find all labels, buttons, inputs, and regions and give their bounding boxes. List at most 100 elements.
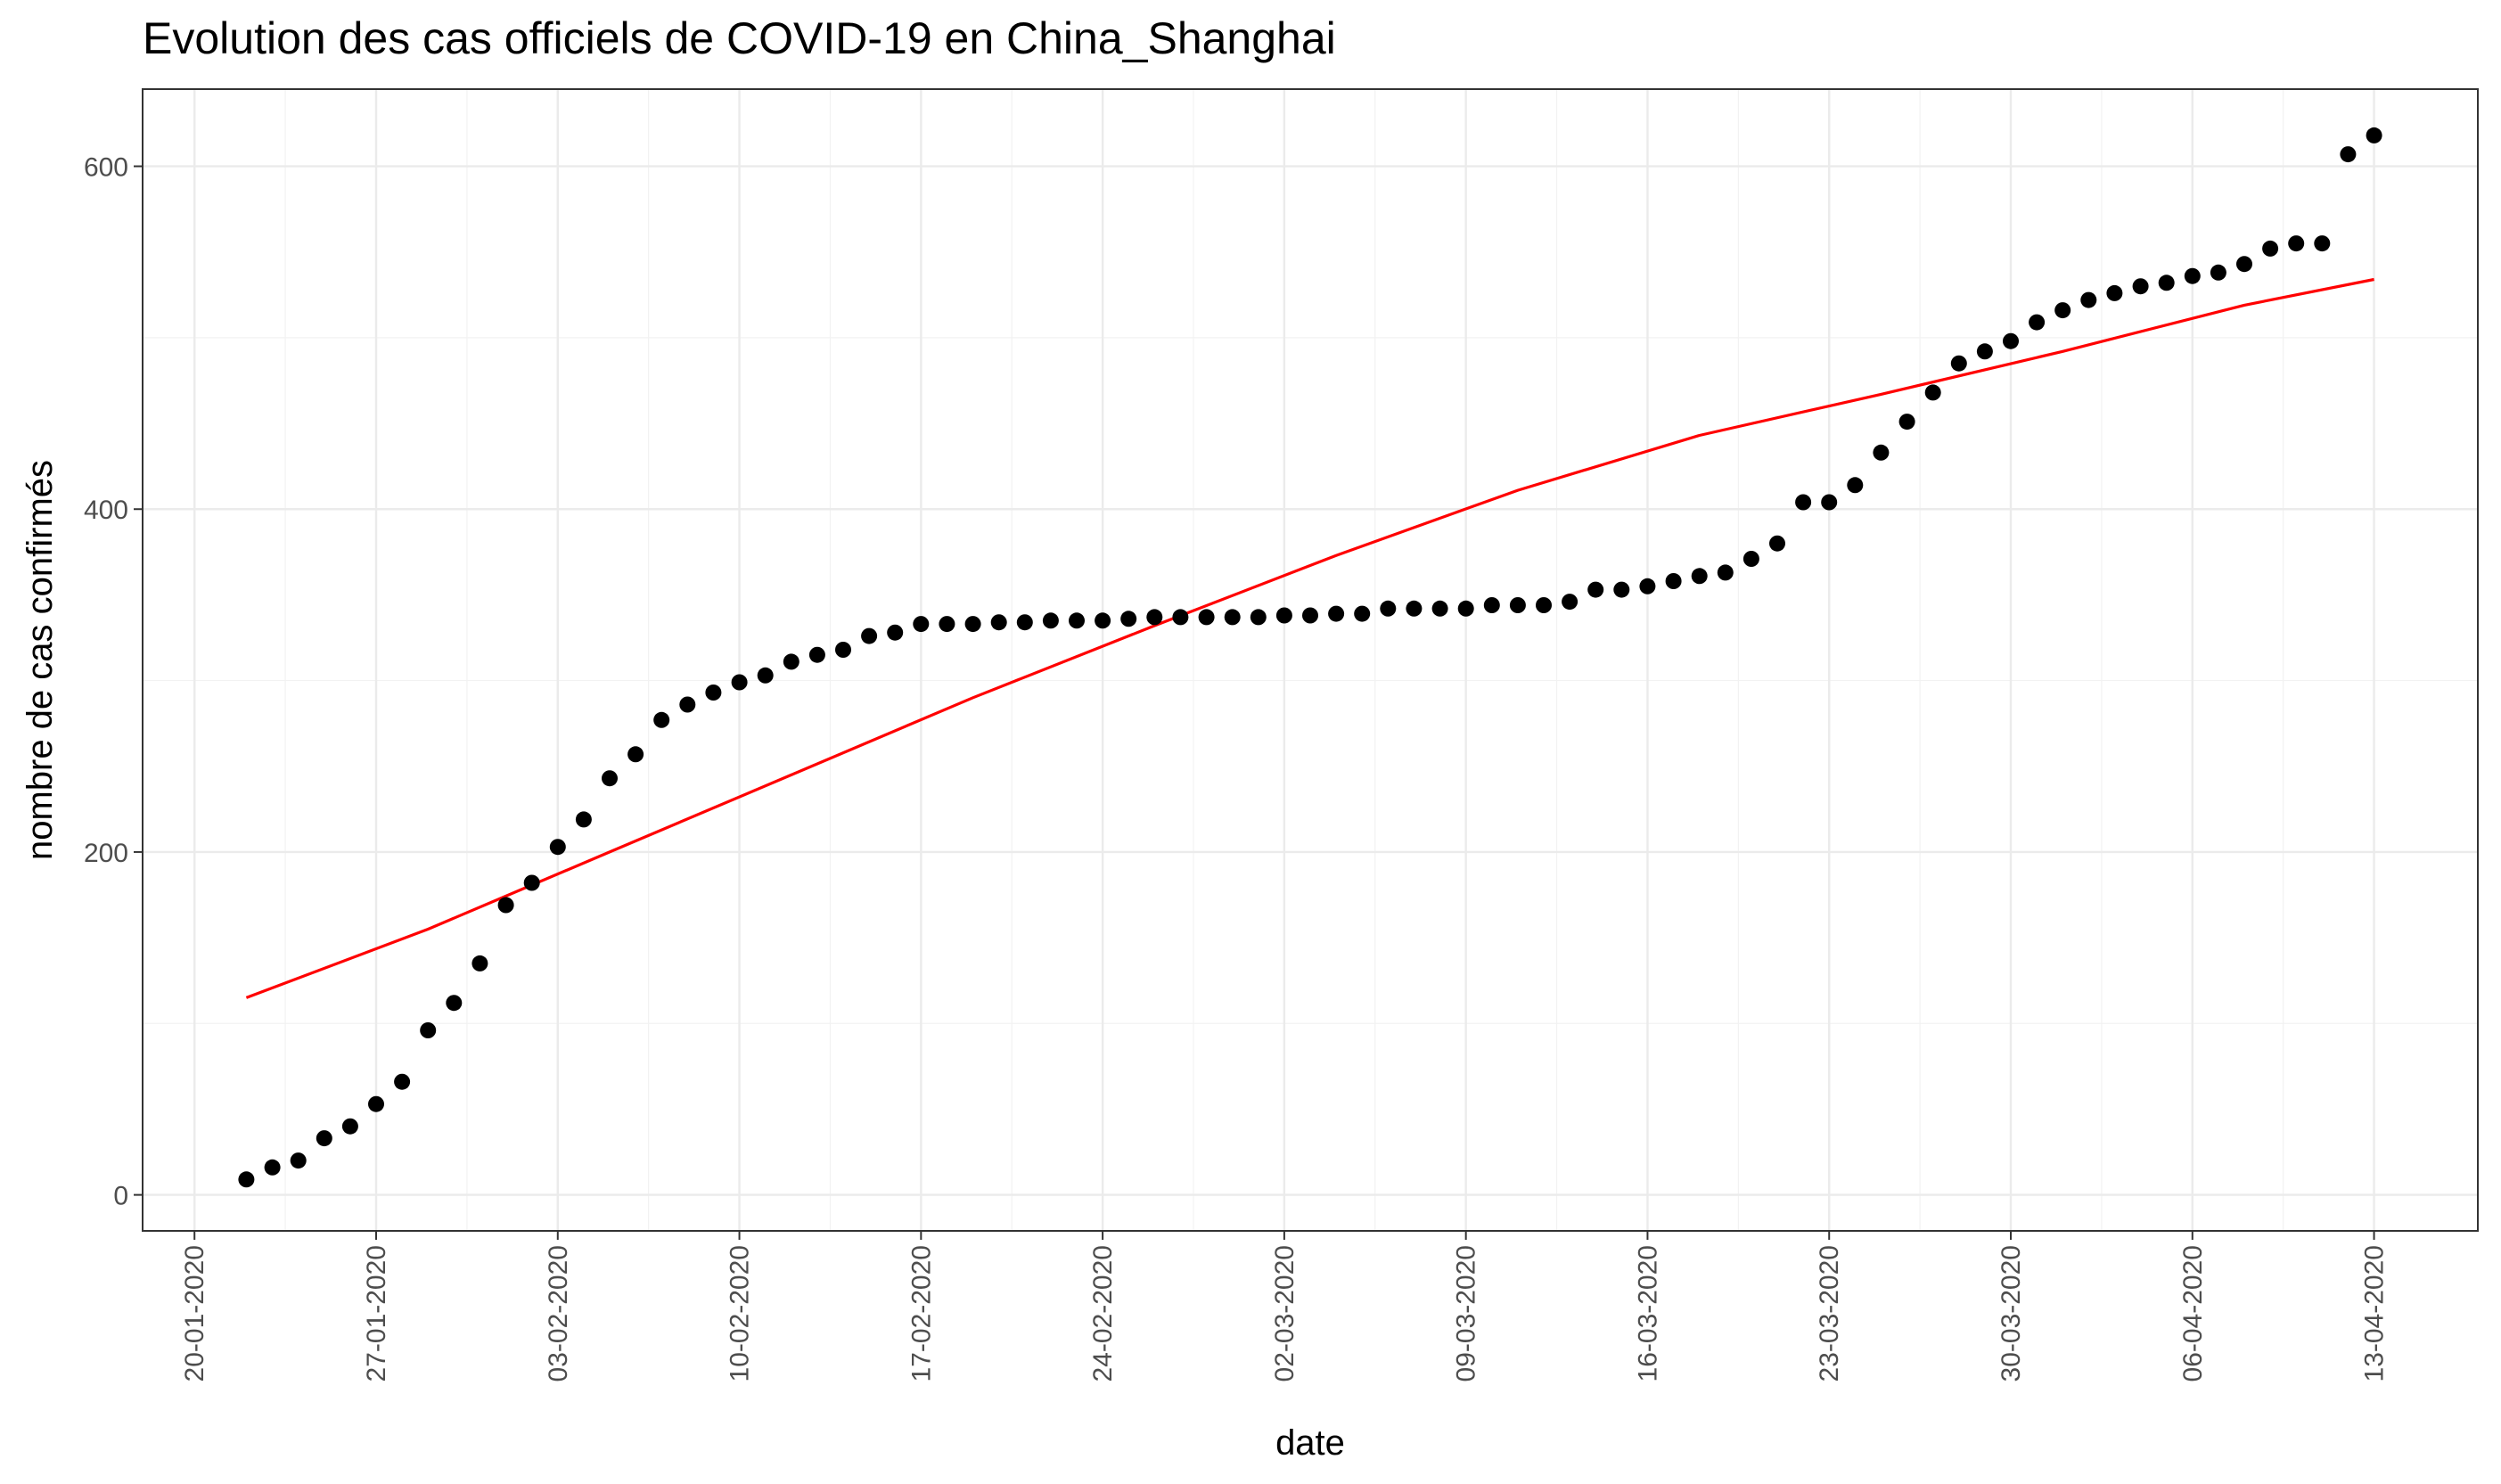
- data-point: [2029, 314, 2046, 331]
- fit-line-layer: [245, 277, 2374, 999]
- data-point: [1587, 581, 1604, 598]
- data-point: [887, 624, 904, 641]
- data-point: [2106, 284, 2123, 301]
- data-point: [2080, 291, 2097, 308]
- data-point: [1198, 609, 1215, 626]
- data-point: [731, 674, 748, 691]
- y-axis: 0 200 400 600: [84, 153, 143, 1211]
- x-tick-label: 06-04-2020: [2178, 1245, 2208, 1382]
- x-tick-label: 10-02-2020: [726, 1245, 755, 1382]
- x-tick-label: 24-02-2020: [1088, 1245, 1118, 1382]
- data-point: [1250, 609, 1267, 626]
- data-point: [1613, 581, 1630, 598]
- data-point: [523, 874, 540, 891]
- data-point: [1717, 564, 1734, 581]
- data-point: [2314, 235, 2331, 252]
- data-point: [757, 667, 774, 684]
- data-point: [1069, 612, 1085, 629]
- x-axis-title: date: [1275, 1423, 1345, 1463]
- data-point: [1924, 384, 1941, 401]
- data-point: [1742, 551, 1759, 567]
- data-point: [2184, 267, 2201, 284]
- data-point: [2132, 278, 2149, 295]
- data-point: [2288, 235, 2305, 252]
- x-tick-label: 09-03-2020: [1452, 1245, 1481, 1382]
- data-point: [1302, 607, 1318, 624]
- points-layer: [238, 127, 2382, 1188]
- data-point: [316, 1130, 332, 1147]
- data-point: [964, 616, 981, 633]
- data-point: [2210, 264, 2226, 281]
- data-point: [913, 616, 930, 633]
- data-point: [1224, 609, 1241, 626]
- data-point: [1691, 568, 1708, 585]
- data-point: [1275, 607, 1292, 624]
- y-tick-label: 0: [113, 1182, 128, 1211]
- data-point: [1483, 597, 1500, 613]
- grid-minor: [143, 89, 2478, 1231]
- x-tick-label: 13-04-2020: [2360, 1245, 2390, 1382]
- data-point: [627, 746, 644, 763]
- data-point: [1380, 600, 1397, 617]
- data-point: [1509, 597, 1526, 613]
- data-point: [1562, 594, 1578, 611]
- x-tick-label: 27-01-2020: [362, 1245, 391, 1382]
- y-axis-title: nombre de cas confirmés: [20, 460, 60, 860]
- panel-border: [142, 88, 2479, 1232]
- data-point: [2262, 240, 2279, 257]
- x-tick-label: 03-02-2020: [544, 1245, 573, 1382]
- data-point: [1950, 355, 1967, 372]
- y-tick-label: 400: [84, 496, 128, 525]
- data-point: [394, 1073, 411, 1090]
- data-point: [1120, 611, 1137, 627]
- data-point: [2003, 332, 2019, 349]
- data-point: [1016, 614, 1033, 631]
- data-point: [1354, 605, 1371, 622]
- data-point: [835, 642, 851, 658]
- data-point: [1328, 605, 1345, 622]
- data-point: [939, 616, 955, 633]
- data-point: [990, 614, 1007, 631]
- data-point: [653, 711, 670, 728]
- fit-line: [245, 277, 2374, 999]
- y-tick-label: 600: [84, 153, 128, 183]
- data-point: [602, 770, 618, 787]
- data-point: [290, 1152, 307, 1169]
- data-point: [2236, 256, 2252, 273]
- data-point: [264, 1159, 281, 1176]
- x-tick-label: 17-02-2020: [906, 1245, 936, 1382]
- data-point: [1976, 343, 1993, 360]
- data-point: [1536, 597, 1552, 613]
- data-point: [420, 1022, 437, 1038]
- chart-title: Evolution des cas officiels de COVID-19 …: [143, 13, 1336, 63]
- data-point: [2158, 275, 2175, 291]
- data-point: [1457, 600, 1474, 617]
- data-point: [1821, 494, 1838, 511]
- data-point: [1172, 609, 1189, 626]
- data-point: [1873, 444, 1890, 461]
- grid-major: [143, 89, 2478, 1231]
- data-point: [1042, 612, 1059, 629]
- x-tick-label: 16-03-2020: [1633, 1245, 1662, 1382]
- data-point: [472, 955, 488, 972]
- data-point: [1639, 578, 1656, 594]
- data-point: [679, 696, 696, 713]
- data-point: [549, 839, 566, 856]
- data-point: [341, 1118, 358, 1135]
- data-point: [238, 1171, 255, 1188]
- data-point: [497, 897, 514, 914]
- data-point: [861, 627, 878, 644]
- data-point: [1769, 535, 1785, 552]
- data-point: [2366, 127, 2382, 143]
- data-point: [1146, 609, 1163, 626]
- data-point: [446, 995, 463, 1012]
- data-point: [368, 1095, 384, 1112]
- data-point: [783, 653, 800, 670]
- y-tick-label: 200: [84, 839, 128, 868]
- data-point: [1898, 414, 1915, 430]
- data-point: [1847, 477, 1864, 494]
- x-tick-label: 02-03-2020: [1270, 1245, 1300, 1382]
- data-point: [1095, 612, 1111, 629]
- x-tick-label: 20-01-2020: [180, 1245, 209, 1382]
